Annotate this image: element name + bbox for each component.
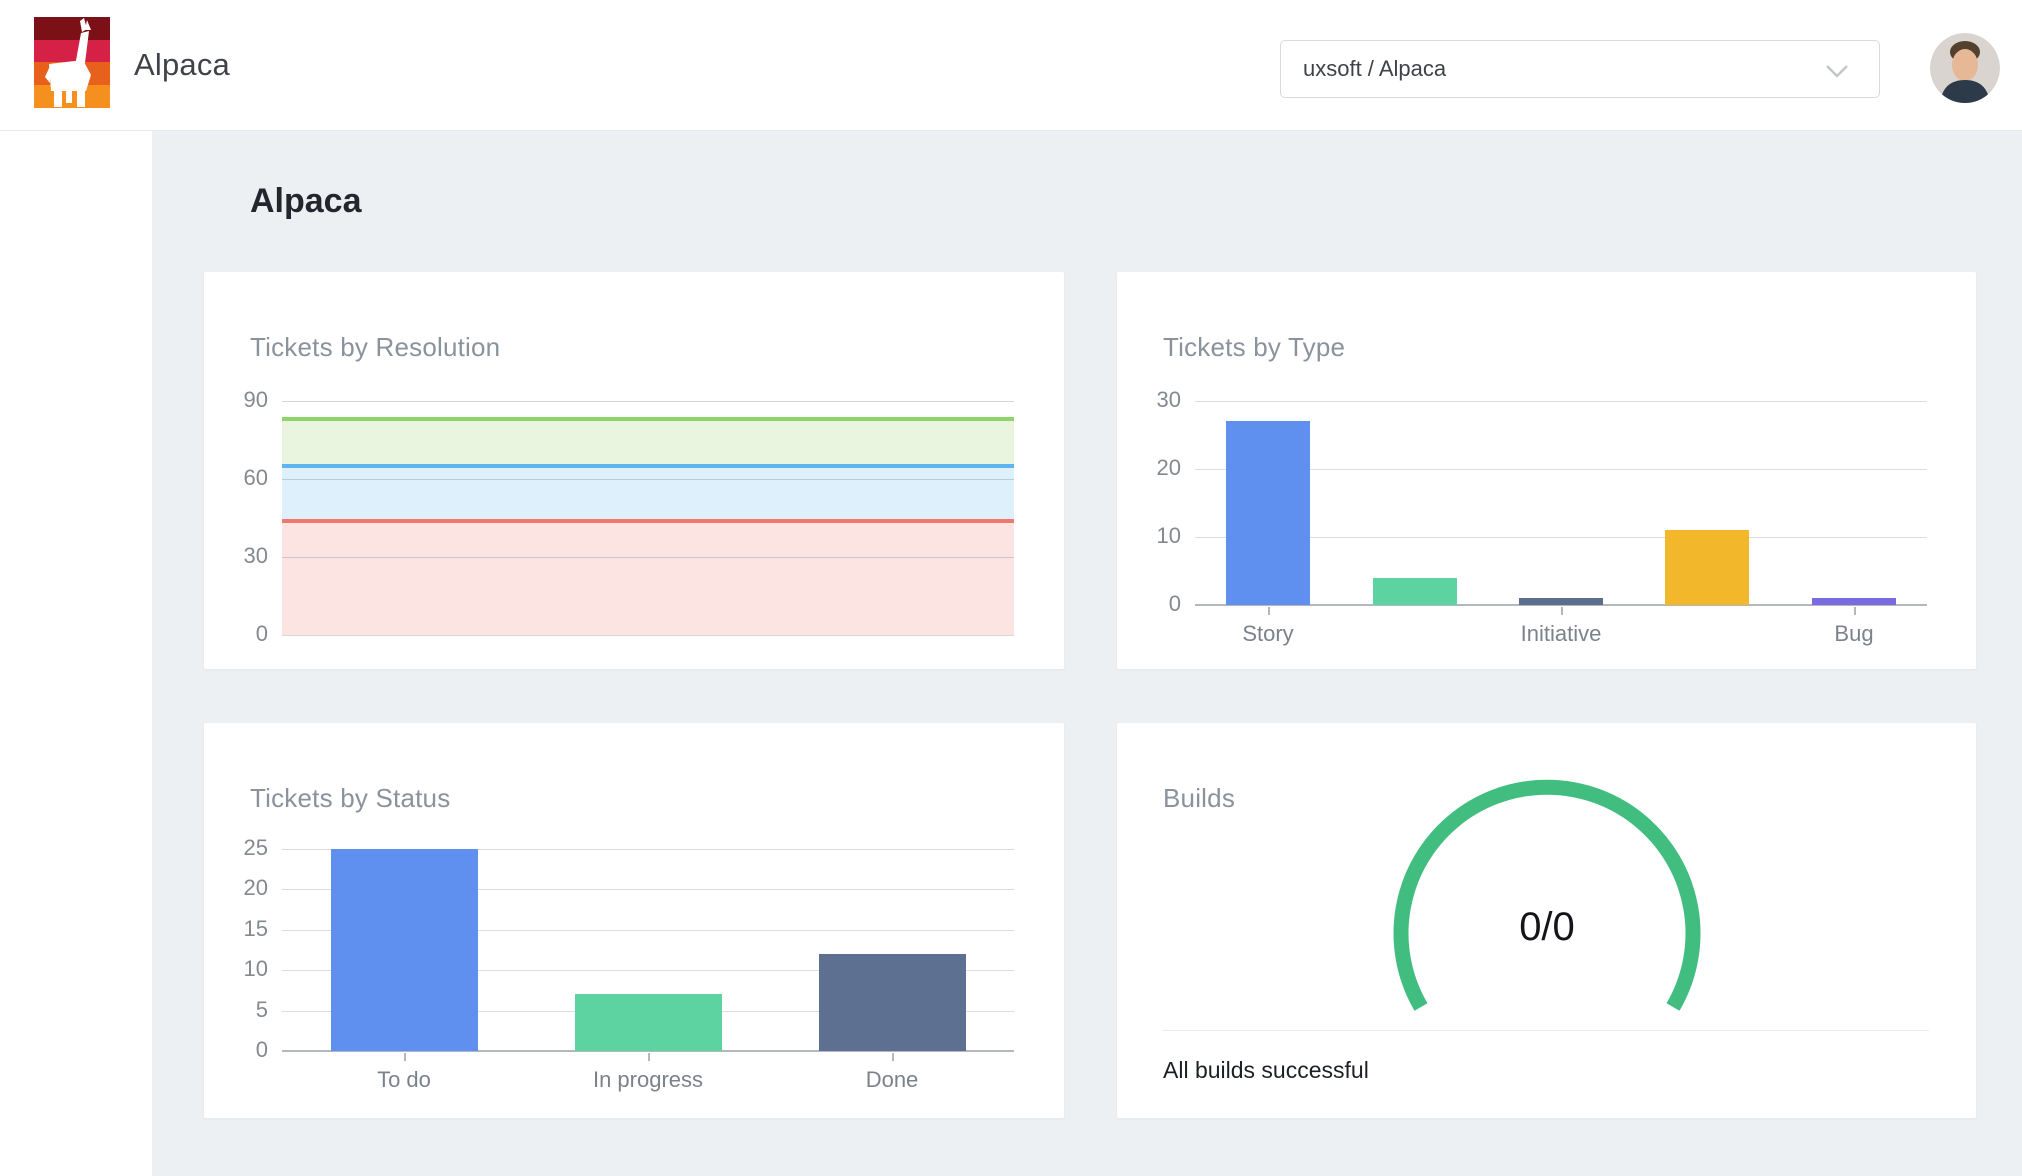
y-axis-label: 30 — [1156, 387, 1181, 412]
bar-To do — [331, 849, 478, 1051]
user-avatar[interactable] — [1930, 33, 2000, 103]
x-axis-tick — [648, 1053, 650, 1061]
bar-Initiative — [1519, 598, 1603, 605]
gridline — [282, 401, 1014, 402]
builds-gauge-chart — [1393, 779, 1701, 1011]
bar-chart-tickets-by-type: 30 20 10 0 Story Initiative Bug — [1117, 272, 1976, 669]
gridline — [1195, 604, 1927, 606]
x-axis-tick — [404, 1053, 406, 1061]
y-axis-label: 90 — [243, 387, 268, 412]
y-axis-label: 30 — [243, 543, 268, 568]
gridline — [1195, 537, 1927, 538]
builds-status-text: All builds successful — [1163, 1057, 1369, 1083]
area-chart-tickets-by-resolution: 90 60 30 0 — [204, 272, 1064, 669]
x-axis-tick — [1854, 607, 1856, 615]
card-tickets-by-status: Tickets by Status 25 20 15 10 5 0 To do In prog… — [204, 723, 1064, 1118]
y-axis-label: 5 — [255, 997, 268, 1022]
builds-divider — [1163, 1030, 1929, 1031]
y-axis-label: 0 — [1168, 591, 1181, 616]
gridline — [1195, 469, 1927, 470]
x-axis-label: Done — [865, 1067, 919, 1092]
card-builds: Builds 0/0 All builds successful — [1117, 723, 1976, 1118]
card-tickets-by-resolution: Tickets by Resolution 90 60 30 0 — [204, 272, 1064, 669]
gridline — [282, 635, 1014, 636]
project-selector-value: uxsoft / Alpaca — [1303, 56, 1447, 81]
x-axis-label: Bug — [1834, 621, 1874, 646]
y-axis-label: 10 — [1156, 523, 1181, 548]
gridline — [282, 1050, 1014, 1052]
x-axis-tick — [1561, 607, 1563, 615]
x-axis-tick — [892, 1053, 894, 1061]
gridline — [282, 889, 1014, 890]
x-axis-tick — [1268, 607, 1270, 615]
y-axis-label: 15 — [243, 916, 268, 941]
x-axis-label: To do — [377, 1067, 431, 1092]
gridline — [282, 557, 1014, 558]
bar-unlabeled-3 — [1665, 530, 1749, 605]
chevron-down-icon — [1826, 65, 1848, 78]
y-axis-label: 20 — [243, 875, 268, 900]
app-header: Alpaca uxsoft / Alpaca — [0, 0, 2022, 131]
gauge-value-label: 0/0 — [1519, 905, 1575, 949]
sidebar — [0, 130, 152, 1176]
project-selector-dropdown[interactable]: uxsoft / Alpaca — [1280, 40, 1880, 98]
area-band-blue — [282, 464, 1014, 521]
bar-Story — [1226, 421, 1310, 605]
alpaca-logo-stripes — [34, 17, 110, 108]
gridline — [282, 479, 1014, 480]
gridline — [282, 930, 1014, 931]
gridline — [1195, 401, 1927, 402]
alpaca-logo-icon[interactable] — [34, 17, 110, 108]
card-title: Tickets by Type — [1163, 332, 1346, 362]
bar-Bug — [1812, 598, 1896, 605]
gridline — [282, 970, 1014, 971]
x-axis-label: Story — [1242, 621, 1294, 646]
card-title: Builds — [1163, 783, 1236, 813]
y-axis-label: 0 — [255, 621, 268, 646]
area-band-red — [282, 518, 1014, 635]
y-axis-label: 20 — [1156, 455, 1181, 480]
gridline — [282, 849, 1014, 850]
y-axis-label: 0 — [255, 1037, 268, 1062]
card-title: Tickets by Resolution — [250, 332, 501, 362]
x-axis-label: Initiative — [1520, 621, 1602, 646]
x-axis-label: In progress — [592, 1067, 704, 1092]
bar-In progress — [575, 994, 722, 1051]
bar-Done — [819, 954, 966, 1051]
area-band-green — [282, 417, 1014, 466]
y-axis-label: 10 — [243, 956, 268, 981]
bar-unlabeled-1 — [1373, 578, 1457, 605]
bar-chart-tickets-by-status: 25 20 15 10 5 0 To do In progress Done — [204, 723, 1064, 1118]
y-axis-label: 25 — [243, 835, 268, 860]
y-axis-label: 60 — [243, 465, 268, 490]
llama-silhouette — [45, 18, 91, 107]
card-title: Tickets by Status — [250, 783, 451, 813]
user-avatar-photo — [1930, 33, 2000, 103]
card-tickets-by-type: Tickets by Type 30 20 10 0 Story Initiative Bu… — [1117, 272, 1976, 669]
page-title: Alpaca — [250, 182, 362, 220]
brand-title[interactable]: Alpaca — [134, 47, 230, 82]
gauge-arc — [1393, 779, 1701, 1011]
